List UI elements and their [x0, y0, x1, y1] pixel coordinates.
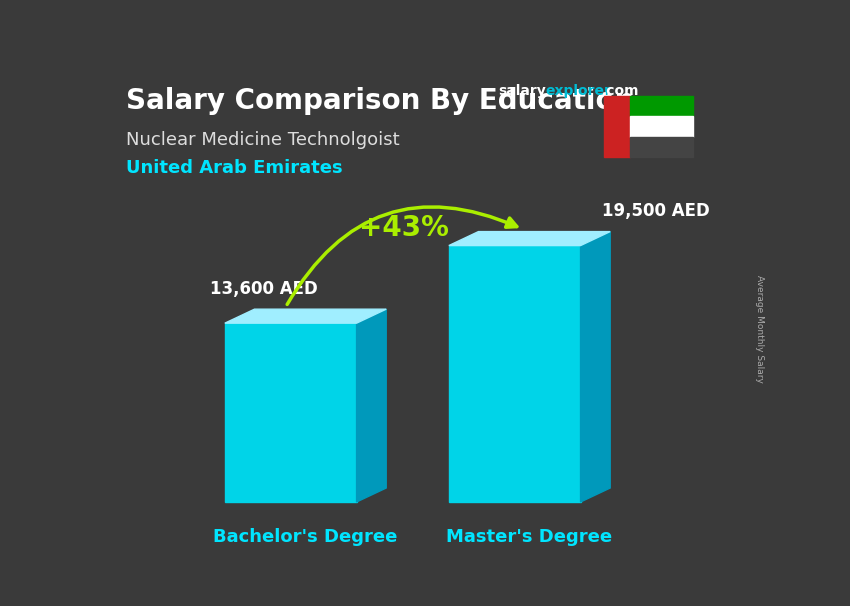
Bar	[631, 116, 693, 136]
Text: Nuclear Medicine Technolgoist: Nuclear Medicine Technolgoist	[126, 131, 399, 149]
Bar	[631, 136, 693, 157]
Text: +43%: +43%	[360, 215, 450, 242]
Text: United Arab Emirates: United Arab Emirates	[126, 159, 343, 177]
Polygon shape	[449, 231, 610, 245]
Text: 19,500 AED: 19,500 AED	[603, 202, 711, 220]
Text: Master's Degree: Master's Degree	[446, 528, 613, 545]
Polygon shape	[224, 323, 357, 502]
Text: Average Monthly Salary: Average Monthly Salary	[755, 275, 764, 384]
Text: salary: salary	[498, 84, 546, 98]
Bar	[631, 96, 693, 116]
Text: 13,600 AED: 13,600 AED	[211, 279, 318, 298]
Polygon shape	[449, 245, 581, 502]
Text: Bachelor's Degree: Bachelor's Degree	[213, 528, 398, 545]
Polygon shape	[581, 231, 610, 502]
Polygon shape	[357, 309, 386, 502]
Text: .com: .com	[602, 84, 639, 98]
Bar	[604, 96, 631, 157]
Text: Salary Comparison By Education: Salary Comparison By Education	[126, 87, 634, 115]
Text: explorer: explorer	[546, 84, 611, 98]
Polygon shape	[224, 309, 386, 323]
